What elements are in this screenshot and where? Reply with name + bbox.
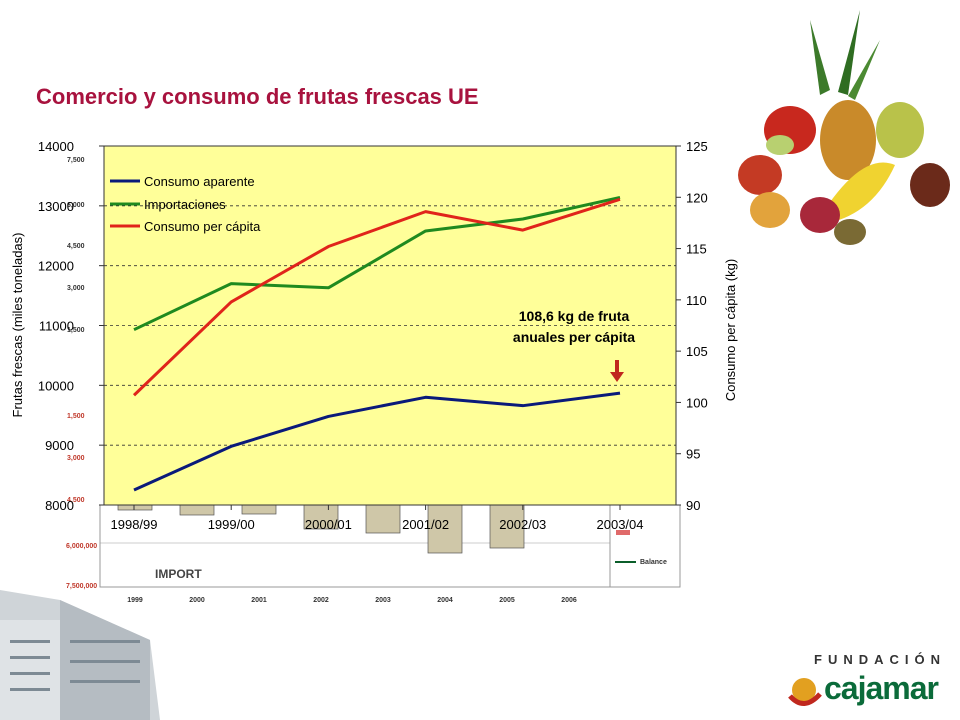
right-tick-label: 95 [686, 447, 700, 462]
background-left-labels: 7,500 6,000 4,500 3,000 1,500 1,500 3,000 4,500 [67, 157, 85, 504]
background-year-label: 2001 [251, 597, 267, 604]
page-title: Comercio y consumo de frutas frescas UE [36, 84, 479, 109]
legend-balance-label: Balance [640, 559, 667, 566]
series-line-0 [133, 391, 621, 492]
left-axis-ticks: 8000 9000 10000 11000 12000 13000 14000 [38, 139, 104, 513]
background-year-label: 2003 [375, 597, 391, 604]
x-tick-label: 2003/04 [597, 517, 644, 532]
series-line-2 [132, 197, 621, 397]
building-image [0, 590, 160, 720]
logo-line1: FUNDACIÓN [814, 652, 946, 667]
background-year-label: 2004 [437, 597, 453, 604]
left-tick-label: 10000 [38, 378, 74, 393]
background-bar [365, 504, 401, 534]
background-bars [117, 504, 525, 554]
background-left-label: 1,500 [67, 327, 85, 334]
right-tick-label: 100 [686, 395, 708, 410]
right-tick-label: 115 [686, 242, 707, 257]
legend: Consumo aparente Importaciones Consumo p… [110, 174, 261, 234]
background-bottom-label: 6,000,000 [66, 543, 97, 550]
background-bar [117, 504, 153, 511]
annotation-line2: anuales per cápita [513, 329, 635, 345]
background-year-label: 2000 [189, 597, 205, 604]
right-axis-label: Consumo per cápita (kg) [723, 259, 738, 401]
background-left-label: 6,000 [67, 202, 85, 209]
fruit-image [738, 10, 950, 245]
x-tick-label: 1998/99 [111, 517, 158, 532]
legend-swatch-red [616, 530, 630, 535]
left-tick-label: 12000 [38, 259, 74, 274]
background-left-label: 1,500 [67, 413, 85, 420]
annotation-arrow [610, 360, 624, 382]
left-tick-label: 11000 [39, 319, 74, 334]
left-tick-label: 8000 [45, 498, 74, 513]
x-tick-label: 1999/00 [208, 517, 255, 532]
legend-label-importaciones: Importaciones [144, 197, 226, 212]
background-year-label: 2002 [313, 597, 329, 604]
annotation-line1: 108,6 kg de fruta [519, 308, 630, 324]
x-axis-ticks: 1998/99 1999/00 2000/01 2001/02 2002/03 2003/… [111, 505, 644, 532]
x-tick-label: 2001/02 [402, 517, 449, 532]
background-bottom-labels: 6,000,000 7,500,000 [66, 543, 97, 590]
import-label: IMPORT [155, 567, 202, 581]
right-tick-label: 120 [686, 190, 708, 205]
x-tick-label: 2000/01 [305, 517, 352, 532]
background-bar [179, 504, 215, 516]
background-left-label: 3,000 [67, 285, 85, 292]
background-bar [303, 504, 339, 530]
legend-label-consumo-aparente: Consumo aparente [144, 174, 255, 189]
background-left-label: 3,000 [67, 455, 85, 462]
left-tick-label: 9000 [45, 438, 74, 453]
background-year-label: 2006 [561, 597, 577, 604]
fundacion-cajamar-logo: FUNDACIÓN cajamar [784, 652, 944, 712]
legend-label-consumo-per-capita: Consumo per cápita [144, 219, 261, 234]
logo-line2: cajamar [824, 670, 939, 706]
background-left-label: 4,500 [67, 497, 85, 504]
background-year-label: 2005 [499, 597, 515, 604]
background-bar [241, 504, 277, 515]
x-tick-label: 2002/03 [499, 517, 546, 532]
background-left-label: 4,500 [67, 243, 85, 250]
left-tick-label: 14000 [38, 139, 74, 154]
right-tick-label: 90 [686, 498, 700, 513]
logo-mark-icon [788, 678, 822, 706]
series-line-1 [133, 195, 621, 332]
background-left-label: 7,500 [67, 157, 85, 164]
right-tick-label: 110 [686, 293, 707, 308]
background-chart: IMPORT Balance 1999 2000 2001 2002 2003 2004 2… [66, 157, 681, 604]
series-lines [132, 195, 621, 492]
left-tick-label: 13000 [38, 199, 74, 214]
background-bottom-label: 7,500,000 [66, 583, 97, 590]
right-tick-label: 125 [686, 139, 708, 154]
background-year-label: 1999 [127, 597, 143, 604]
right-axis-ticks: 90 95 100 105 110 115 120 125 [676, 139, 708, 513]
left-axis-label: Frutas frescas (miles toneladas) [10, 233, 25, 418]
right-tick-label: 105 [686, 344, 708, 359]
background-year-labels: 1999 2000 2001 2002 2003 2004 2005 2006 [127, 597, 577, 604]
